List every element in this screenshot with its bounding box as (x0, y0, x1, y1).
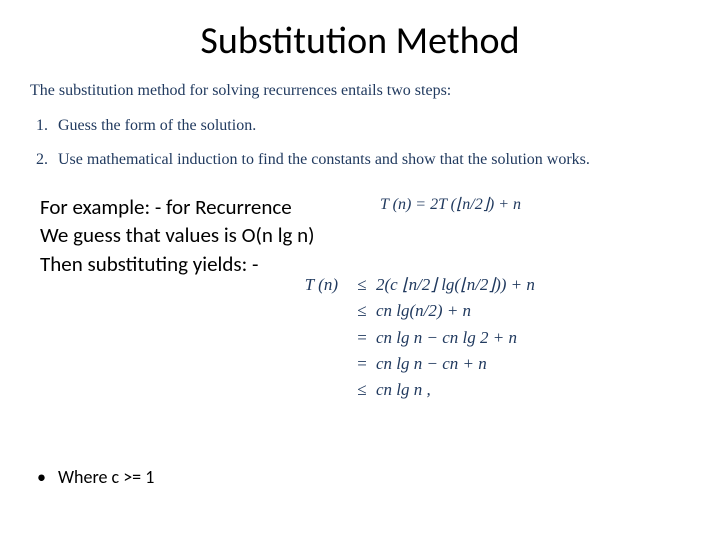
derivation-rel: = (348, 325, 376, 351)
example-line: We guess that values is O(n lg n) (40, 222, 680, 248)
derivation-row: = cn lg n − cn lg 2 + n (290, 325, 535, 351)
where-note: Where c >= 1 (55, 466, 154, 488)
derivation-rel: ≤ (348, 272, 376, 298)
slide-title: Substitution Method (40, 18, 680, 64)
derivation-rhs: cn lg n − cn + n (376, 351, 487, 377)
slide-root: Substitution Method The substitution met… (0, 0, 720, 540)
example-block: For example: - for Recurrence We guess t… (40, 194, 680, 277)
step-item: Guess the form of the solution. (52, 114, 680, 138)
derivation-row: ≤ cn lg(n/2) + n (290, 298, 535, 324)
derivation-rhs: cn lg n , (376, 377, 431, 403)
derivation-rel: ≤ (348, 298, 376, 324)
example-text: For example: - for Recurrence We guess t… (40, 194, 680, 277)
derivation-row: T (n) ≤ 2(c ⌊n/2⌋ lg(⌊n/2⌋)) + n (290, 272, 535, 298)
example-line: For example: - for Recurrence (40, 194, 680, 220)
recurrence-formula: T (n) = 2T (⌊n/2⌋) + n (380, 194, 521, 214)
derivation-block: T (n) ≤ 2(c ⌊n/2⌋ lg(⌊n/2⌋)) + n ≤ cn lg… (290, 272, 535, 404)
steps-list: Guess the form of the solution. Use math… (30, 114, 680, 172)
intro-text: The substitution method for solving recu… (30, 82, 680, 100)
derivation-rel: ≤ (348, 377, 376, 403)
derivation-lhs (290, 325, 348, 351)
derivation-rhs: cn lg n − cn lg 2 + n (376, 325, 517, 351)
derivation-lhs (290, 377, 348, 403)
derivation-lhs (290, 298, 348, 324)
derivation-lhs: T (n) (290, 272, 348, 298)
derivation-row: = cn lg n − cn + n (290, 351, 535, 377)
step-item: Use mathematical induction to find the c… (52, 148, 680, 172)
derivation-lhs (290, 351, 348, 377)
derivation-rhs: 2(c ⌊n/2⌋ lg(⌊n/2⌋)) + n (376, 272, 535, 298)
derivation-rhs: cn lg(n/2) + n (376, 298, 471, 324)
derivation-rel: = (348, 351, 376, 377)
derivation-row: ≤ cn lg n , (290, 377, 535, 403)
